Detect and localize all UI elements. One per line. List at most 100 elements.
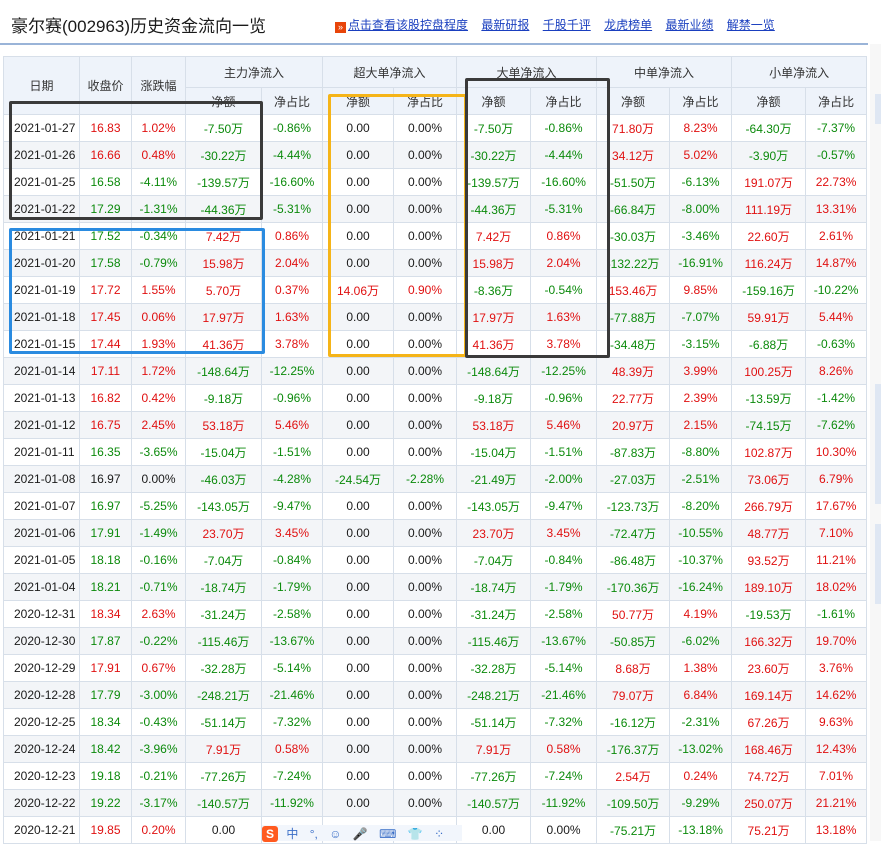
cell-super-ratio: 0.00% <box>393 573 458 601</box>
table-body: 2021-01-27 16.83 1.02% -7.50万 -0.86% 0.00 0.00… <box>3 114 868 844</box>
col-small-ratio[interactable]: 净占比 <box>805 87 868 115</box>
ime-language-toggle[interactable]: 中 <box>286 827 299 841</box>
table-row: 2021-01-18 17.45 0.06% 17.97万 1.63% 0.00 0.00%… <box>3 303 868 331</box>
cell-small-ratio: 22.73% <box>805 168 868 196</box>
cell-main-ratio: -0.84% <box>260 546 324 574</box>
col-super-ratio[interactable]: 净占比 <box>393 87 458 115</box>
unlock-list-link[interactable]: 解禁一览 <box>726 18 775 32</box>
cell-small-amount: 74.72万 <box>731 762 807 790</box>
stock-review-link[interactable]: 千股千评 <box>542 18 591 32</box>
col-large-ratio[interactable]: 净占比 <box>530 87 598 115</box>
cell-date: 2021-01-14 <box>3 357 80 385</box>
cell-date: 2021-01-25 <box>3 168 80 196</box>
cell-super-amount: 0.00 <box>322 384 395 412</box>
ime-keyboard-icon[interactable]: ⌨ <box>379 827 397 841</box>
cell-medium-ratio: -13.18% <box>669 816 733 844</box>
cell-small-amount: 48.77万 <box>731 519 807 547</box>
table-row: 2021-01-14 17.11 1.72% -148.64万 -12.25% 0.00 0… <box>3 357 868 385</box>
cell-medium-amount: 22.77万 <box>596 384 671 412</box>
cell-medium-amount: -34.48万 <box>596 330 671 358</box>
col-date[interactable]: 日期 <box>3 56 80 115</box>
latest-results-link[interactable]: 最新业绩 <box>665 18 714 32</box>
col-close[interactable]: 收盘价 <box>79 56 132 115</box>
cell-main-amount: -139.57万 <box>185 168 262 196</box>
cell-main-amount: 0.00 <box>185 816 262 844</box>
col-small-amount[interactable]: 净额 <box>731 87 807 115</box>
ime-voice-icon[interactable]: 🎤 <box>352 827 368 841</box>
cell-large-amount: -139.57万 <box>456 168 532 196</box>
cell-change: -4.11% <box>131 168 186 196</box>
cell-medium-amount: -109.50万 <box>596 789 671 817</box>
cell-change: -3.17% <box>131 789 186 817</box>
col-super-amount[interactable]: 净额 <box>322 87 395 115</box>
cell-main-amount: -44.36万 <box>185 195 262 223</box>
cell-medium-ratio: -2.31% <box>669 708 733 736</box>
cell-main-amount: -9.18万 <box>185 384 262 412</box>
cell-medium-amount: 8.68万 <box>596 654 671 682</box>
cell-small-amount: -13.59万 <box>731 384 807 412</box>
col-medium-ratio[interactable]: 净占比 <box>669 87 733 115</box>
header-row-groups: 日期 收盘价 涨跌幅 主力净流入 超大单净流入 大单净流入 中单净流入 小单净流… <box>3 56 868 115</box>
cell-super-ratio: 0.00% <box>393 789 458 817</box>
ime-logo-icon[interactable]: S <box>262 826 278 842</box>
ime-emoji-icon[interactable]: ☺ <box>329 827 342 841</box>
cell-medium-ratio: -3.15% <box>669 330 733 358</box>
cell-medium-ratio: 8.23% <box>669 114 733 142</box>
cell-small-ratio: 7.01% <box>805 762 868 790</box>
cell-large-amount: -31.24万 <box>456 600 532 628</box>
cell-small-ratio: -0.57% <box>805 141 868 169</box>
cell-large-amount: -51.14万 <box>456 708 532 736</box>
cell-medium-ratio: 1.38% <box>669 654 733 682</box>
col-medium-amount[interactable]: 净额 <box>596 87 671 115</box>
cell-large-amount: -21.49万 <box>456 465 532 493</box>
cell-medium-ratio: -13.02% <box>669 735 733 763</box>
cell-close: 18.42 <box>79 735 132 763</box>
control-degree-link[interactable]: » 点击查看该股控盘程度 <box>335 18 468 33</box>
cell-large-ratio: -1.79% <box>530 573 598 601</box>
col-change[interactable]: 涨跌幅 <box>131 56 186 115</box>
cell-date: 2021-01-22 <box>3 195 80 223</box>
page-title: 豪尔赛(002963)历史资金流向一览 <box>11 17 267 36</box>
cell-medium-ratio: 9.85% <box>669 276 733 304</box>
cell-date: 2021-01-26 <box>3 141 80 169</box>
cell-small-amount: -64.30万 <box>731 114 807 142</box>
cell-super-ratio: 0.00% <box>393 762 458 790</box>
cell-small-ratio: 10.30% <box>805 438 868 466</box>
cell-super-amount: 0.00 <box>322 573 395 601</box>
cell-small-amount: 266.79万 <box>731 492 807 520</box>
cell-medium-amount: 50.77万 <box>596 600 671 628</box>
cell-date: 2021-01-19 <box>3 276 80 304</box>
cell-main-amount: -7.04万 <box>185 546 262 574</box>
cell-large-amount: -115.46万 <box>456 627 532 655</box>
ime-more-icon[interactable]: ⁘ <box>434 827 445 841</box>
cell-main-ratio: -21.46% <box>260 681 324 709</box>
research-report-link[interactable]: 最新研报 <box>481 18 530 32</box>
cell-large-ratio: -12.25% <box>530 357 598 385</box>
page-header: 豪尔赛(002963)历史资金流向一览 » 点击查看该股控盘程度 最新研报 千股千… <box>0 0 881 44</box>
cell-large-ratio: 3.45% <box>530 519 598 547</box>
cell-large-ratio: 0.58% <box>530 735 598 763</box>
cell-main-ratio: -11.92% <box>260 789 324 817</box>
cell-super-amount: 0.00 <box>322 141 395 169</box>
cell-super-ratio: 0.00% <box>393 708 458 736</box>
cell-change: 0.42% <box>131 384 186 412</box>
cell-date: 2021-01-13 <box>3 384 80 412</box>
col-main-ratio[interactable]: 净占比 <box>260 87 324 115</box>
cell-main-ratio: 3.78% <box>260 330 324 358</box>
cell-large-ratio: 5.46% <box>530 411 598 439</box>
col-main-amount[interactable]: 净额 <box>185 87 262 115</box>
dragon-tiger-link[interactable]: 龙虎榜单 <box>604 18 653 32</box>
col-large-amount[interactable]: 净额 <box>456 87 532 115</box>
cell-small-amount: -19.53万 <box>731 600 807 628</box>
cell-small-amount: 59.91万 <box>731 303 807 331</box>
ime-punctuation-icon[interactable]: °, <box>309 827 318 841</box>
cell-large-ratio: -0.54% <box>530 276 598 304</box>
cell-main-ratio: -2.58% <box>260 600 324 628</box>
cell-main-amount: 7.91万 <box>185 735 262 763</box>
cell-large-amount: -140.57万 <box>456 789 532 817</box>
cell-close: 18.18 <box>79 546 132 574</box>
cell-super-ratio: 0.90% <box>393 276 458 304</box>
cell-change: 1.93% <box>131 330 186 358</box>
ime-skin-icon[interactable]: 👕 <box>407 827 423 841</box>
cell-large-ratio: 1.63% <box>530 303 598 331</box>
